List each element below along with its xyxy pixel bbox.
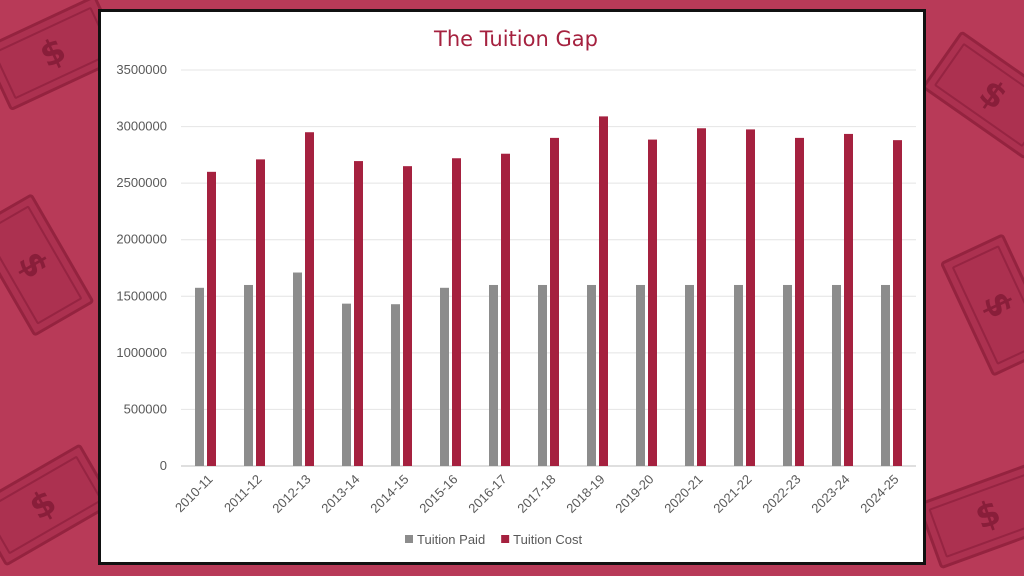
- x-tick-label: 2010-11: [172, 472, 216, 516]
- legend-swatch-tuition-cost: [501, 535, 510, 543]
- bar-tuition-cost: [305, 132, 314, 466]
- y-tick-label: 2000000: [116, 232, 167, 247]
- x-tick-label: 2012-13: [269, 472, 313, 516]
- bar-tuition-paid: [391, 304, 400, 466]
- x-tick-label: 2023-24: [808, 472, 852, 516]
- x-tick-label: 2018-19: [563, 472, 607, 516]
- dollar-bill-icon: $: [921, 30, 1024, 160]
- bar-tuition-cost: [256, 159, 265, 466]
- x-tick-label: 2011-12: [221, 472, 265, 516]
- x-tick-label: 2024-25: [857, 472, 901, 516]
- dollar-bill-icon: $: [939, 233, 1024, 377]
- x-tick-label: 2017-18: [514, 472, 558, 516]
- bar-tuition-paid: [734, 284, 743, 466]
- bar-tuition-paid: [587, 284, 596, 466]
- bar-tuition-paid: [489, 284, 498, 466]
- bar-tuition-cost: [501, 153, 510, 466]
- legend-swatch-tuition-paid: [405, 535, 413, 543]
- bar-tuition-paid: [636, 284, 645, 466]
- bar-tuition-paid: [881, 284, 890, 466]
- bar-chart: The Tuition Gap 0 500000 1000000 1500000 200…: [116, 27, 916, 547]
- bar-tuition-cost: [550, 137, 559, 466]
- bar-tuition-paid: [538, 284, 547, 466]
- dollar-bill-icon: $: [916, 460, 1024, 570]
- y-tick-label: 500000: [124, 401, 167, 416]
- bar-tuition-paid: [195, 287, 204, 466]
- chart-title: The Tuition Gap: [433, 27, 598, 51]
- y-tick-label: 0: [160, 458, 167, 473]
- bar-tuition-paid: [244, 284, 253, 466]
- bar-tuition-paid: [832, 284, 841, 466]
- bar-tuition-cost: [697, 128, 706, 467]
- legend-label: Tuition Cost: [513, 532, 582, 547]
- bar-tuition-cost: [844, 133, 853, 466]
- chart-frame: The Tuition Gap 0 500000 1000000 1500000 200…: [98, 9, 926, 565]
- bar-tuition-cost: [452, 158, 461, 466]
- y-tick-label: 1000000: [116, 345, 167, 360]
- bar-tuition-paid: [293, 272, 302, 466]
- legend-label: Tuition Paid: [417, 532, 485, 547]
- y-tick-label: 2500000: [116, 175, 167, 190]
- bar-tuition-cost: [746, 129, 755, 466]
- bar-tuition-paid: [342, 303, 351, 466]
- bar-tuition-paid: [685, 284, 694, 466]
- bar-tuition-cost: [354, 161, 363, 466]
- x-tick-label: 2021-22: [710, 472, 754, 516]
- y-tick-label: 3500000: [116, 62, 167, 77]
- bar-tuition-cost: [893, 140, 902, 467]
- x-tick-label: 2013-14: [318, 472, 362, 516]
- x-tick-label: 2014-15: [367, 472, 411, 516]
- x-tick-label: 2022-23: [759, 472, 803, 516]
- bar-tuition-cost: [403, 166, 412, 466]
- x-tick-label: 2019-20: [612, 472, 656, 516]
- bar-tuition-cost: [599, 116, 608, 466]
- bar-tuition-cost: [207, 171, 216, 467]
- x-tick-label: 2016-17: [465, 472, 509, 516]
- bar-tuition-paid: [783, 284, 792, 466]
- y-tick-label: 3000000: [116, 119, 167, 134]
- bar-tuition-cost: [795, 137, 804, 466]
- x-tick-label: 2015-16: [416, 472, 460, 516]
- bar-tuition-paid: [440, 287, 449, 466]
- y-tick-label: 1500000: [116, 288, 167, 303]
- dollar-bill-icon: $: [0, 192, 95, 338]
- x-tick-label: 2020-21: [661, 472, 705, 516]
- bar-tuition-cost: [648, 139, 657, 466]
